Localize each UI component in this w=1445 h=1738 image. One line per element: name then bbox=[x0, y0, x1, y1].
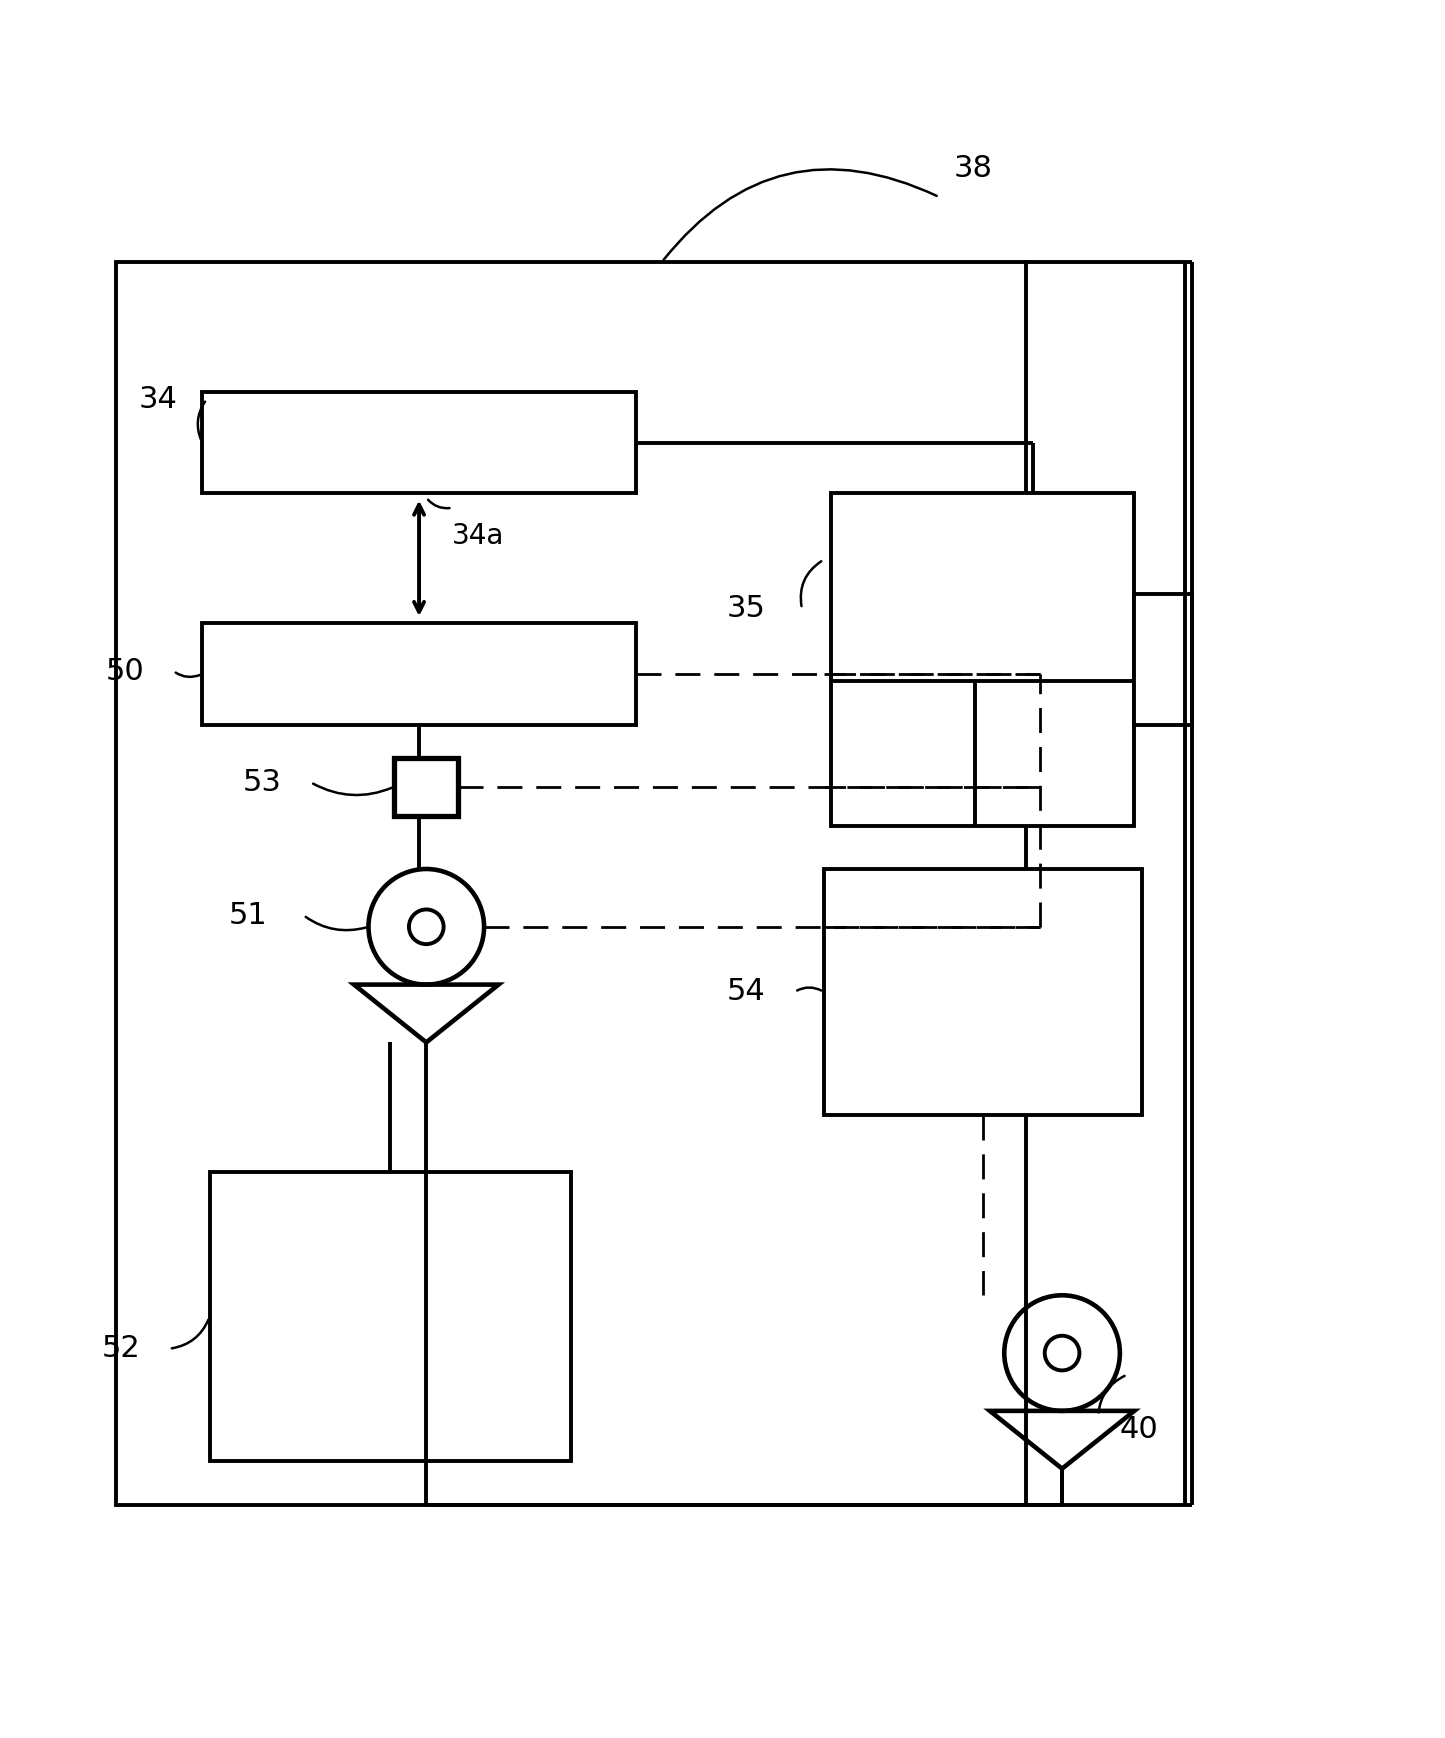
Text: 34: 34 bbox=[139, 384, 178, 414]
Text: 53: 53 bbox=[243, 768, 282, 796]
Text: 54: 54 bbox=[727, 977, 766, 1006]
Text: 50: 50 bbox=[105, 657, 144, 685]
Bar bbox=[202, 624, 636, 725]
Text: 51: 51 bbox=[228, 900, 267, 930]
Text: 35: 35 bbox=[727, 594, 766, 624]
Text: 52: 52 bbox=[101, 1335, 140, 1363]
Bar bbox=[831, 494, 1134, 826]
Bar bbox=[824, 869, 1142, 1114]
Bar bbox=[210, 1173, 571, 1462]
Text: 40: 40 bbox=[1120, 1415, 1159, 1444]
Text: 38: 38 bbox=[954, 153, 993, 182]
Bar bbox=[202, 393, 636, 494]
Bar bbox=[394, 758, 458, 815]
Text: 34a: 34a bbox=[452, 521, 504, 551]
Bar bbox=[1134, 594, 1192, 725]
Bar bbox=[116, 262, 1026, 1505]
